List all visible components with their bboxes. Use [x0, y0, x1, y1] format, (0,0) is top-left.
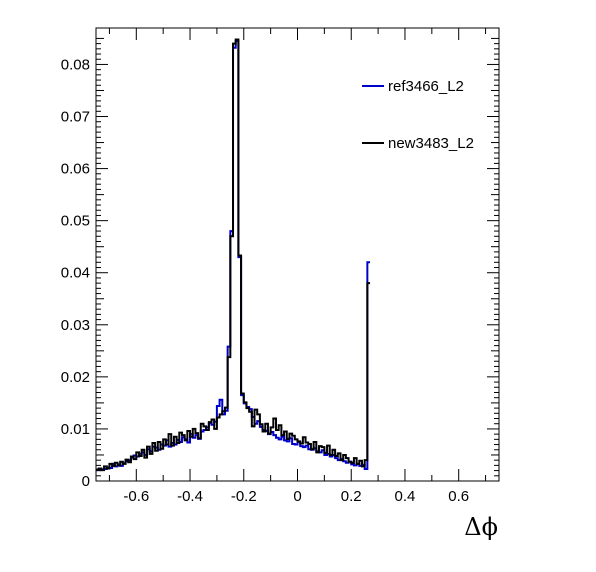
x-tick-label: 0.6: [448, 488, 469, 505]
x-axis: -0.6 -0.4 -0.2 0 0.2 0.4 0.6: [108, 28, 487, 505]
histogram-layer: [96, 38, 371, 472]
x-tick-label: -0.6: [123, 488, 149, 505]
legend: ref3466_L2 new3483_L2: [362, 78, 474, 152]
y-tick-label: 0: [82, 473, 90, 490]
legend-label-ref3466: ref3466_L2: [388, 78, 464, 95]
y-tick-label: 0.02: [61, 369, 90, 386]
x-axis-title: Δϕ: [464, 513, 498, 541]
legend-label-new3483: new3483_L2: [388, 135, 474, 152]
y-tick-label: 0.05: [61, 213, 90, 230]
y-axis: 0 0.01 0.02 0.03 0.04 0.05 0.06 0.07 0.08: [61, 37, 499, 490]
series-new3483-l2-line: [96, 38, 371, 472]
x-tick-label: 0.2: [341, 488, 362, 505]
y-tick-label: 0.04: [61, 265, 90, 282]
y-tick-label: 0.03: [61, 317, 90, 334]
x-tick-label: -0.4: [177, 488, 203, 505]
x-tick-label: -0.2: [231, 488, 257, 505]
x-tick-label: 0: [293, 488, 301, 505]
y-tick-label: 0.01: [61, 421, 90, 438]
y-tick-label: 0.08: [61, 56, 90, 73]
y-tick-label: 0.06: [61, 161, 90, 178]
x-tick-label: 0.4: [395, 488, 416, 505]
y-tick-label: 0.07: [61, 109, 90, 126]
